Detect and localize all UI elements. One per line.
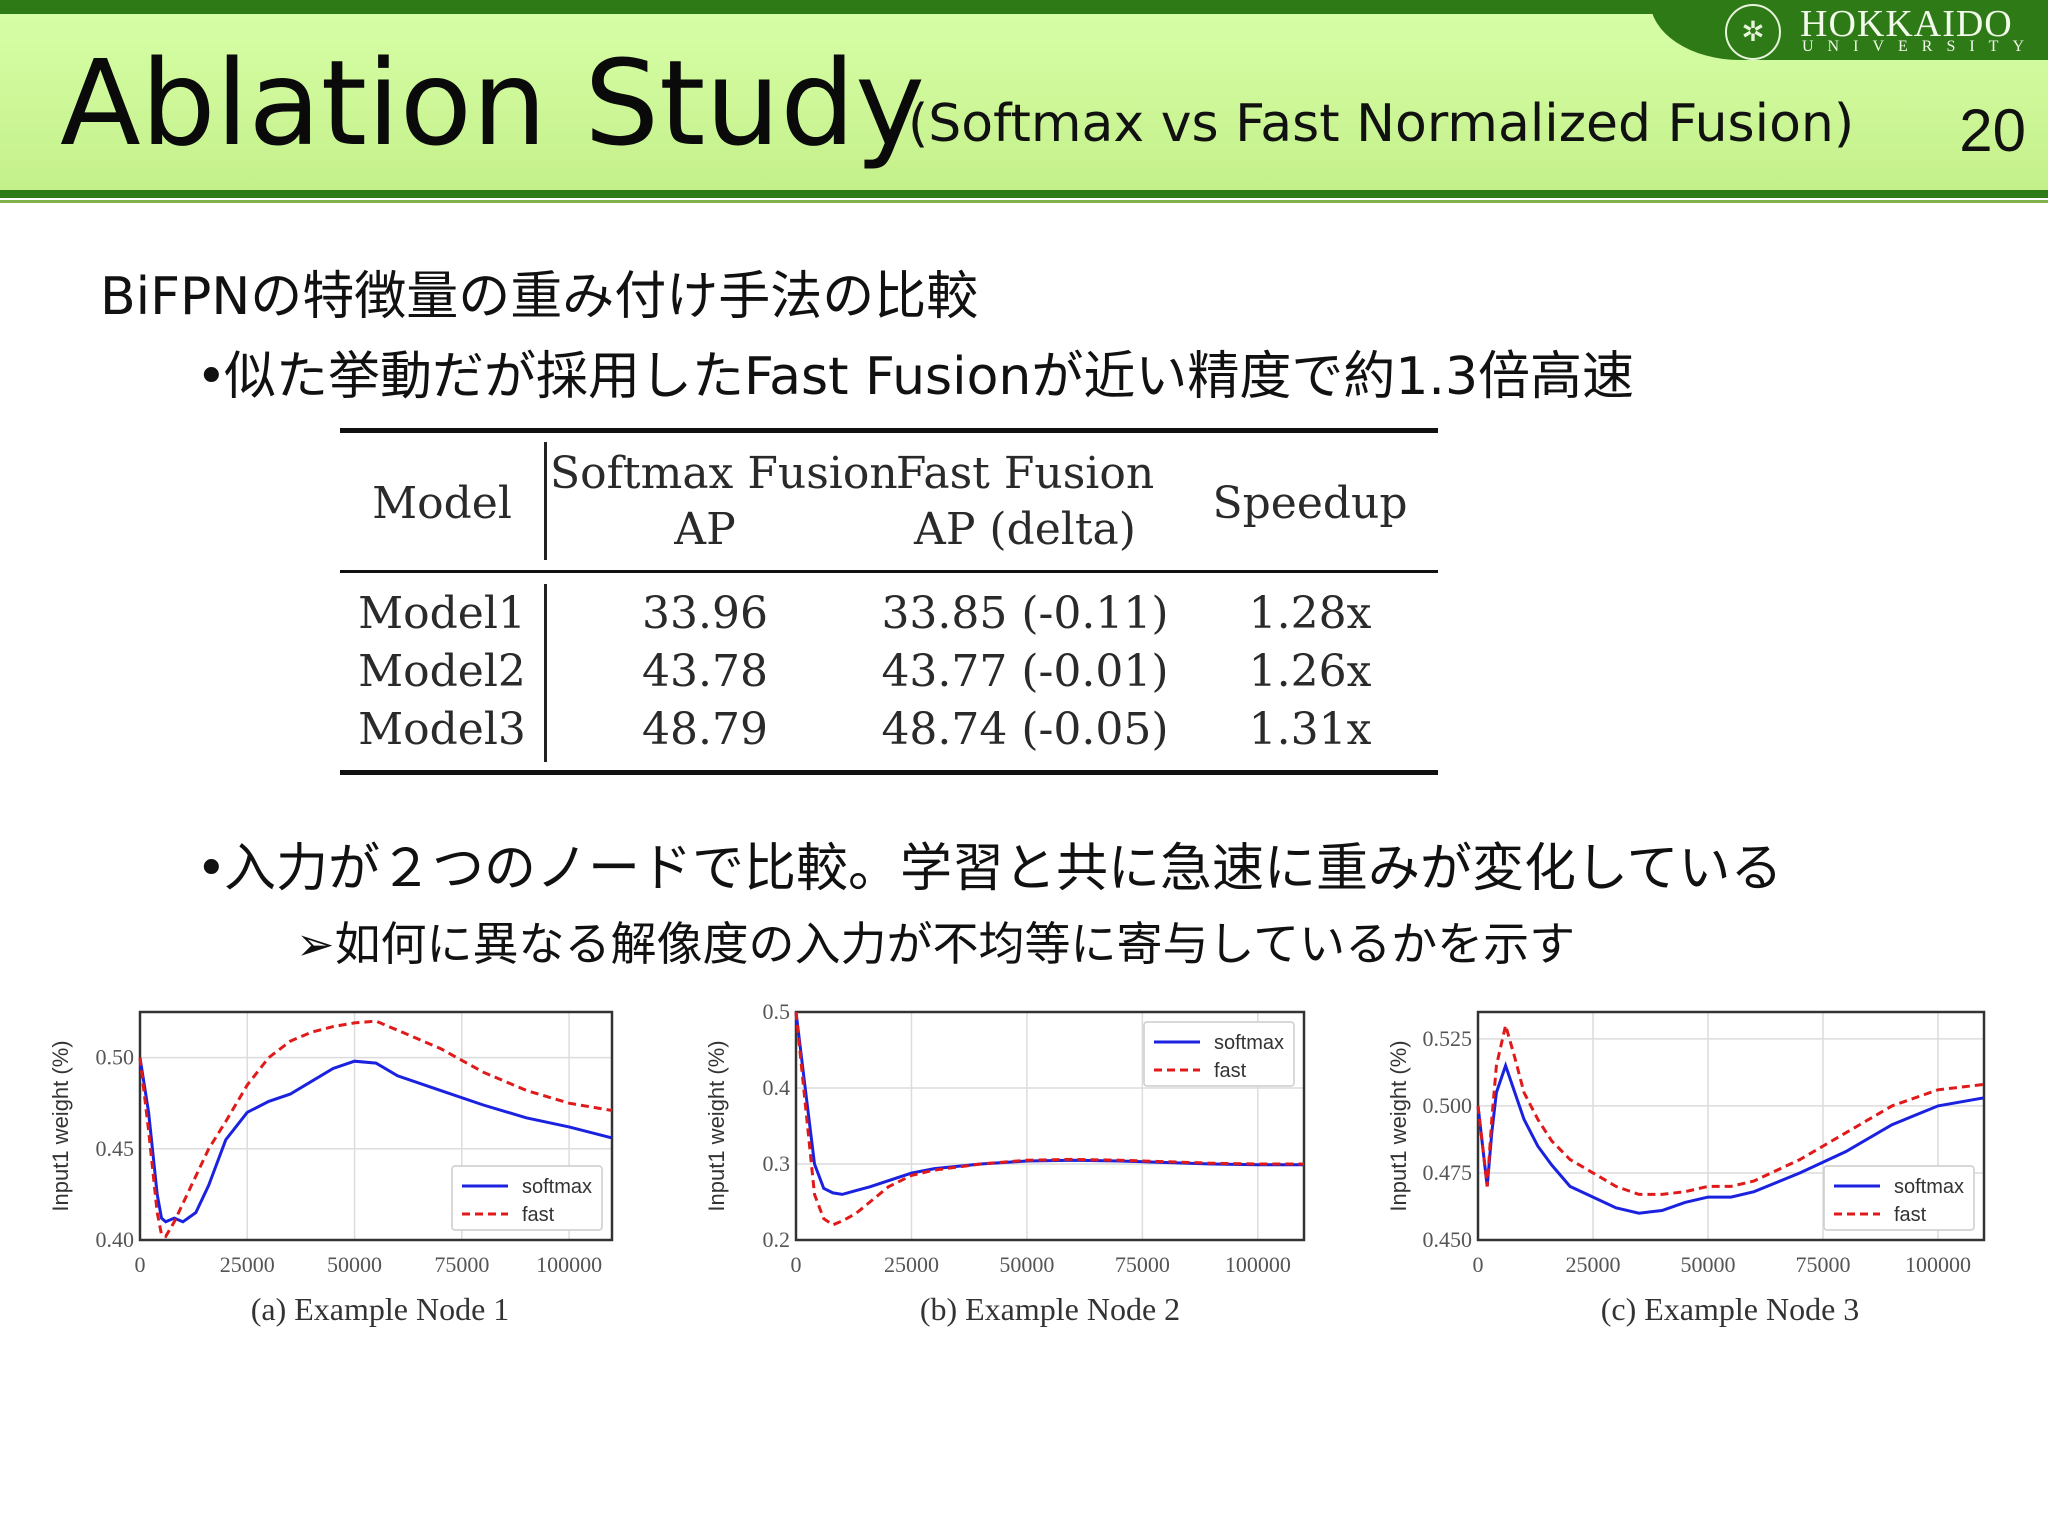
- x-tick-label: 50000: [327, 1252, 382, 1277]
- x-tick-label: 25000: [220, 1252, 275, 1277]
- university-emblem-icon: ✲: [1725, 4, 1781, 60]
- row2-softmax: 43.78: [642, 646, 768, 697]
- x-tick-label: 75000: [1796, 1252, 1851, 1277]
- legend-label: fast: [1214, 1060, 1247, 1082]
- ablation-table: Model Softmax Fusion AP Fast Fusion AP (…: [340, 428, 1438, 780]
- row2-speedup: 1.26x: [1248, 646, 1372, 697]
- y-tick-label: 0.500: [1423, 1093, 1473, 1118]
- x-tick-label: 25000: [884, 1252, 939, 1277]
- x-tick-label: 100000: [1225, 1252, 1291, 1277]
- series-line-softmax: [138, 1057, 613, 1224]
- y-tick-label: 0.5: [763, 999, 791, 1024]
- row3-speedup: 1.31x: [1248, 704, 1372, 755]
- header-top-stripe: [0, 0, 2048, 14]
- bullet-1-text: 似た挙動だが採用したFast Fusionが近い精度で約1.3倍高速: [224, 347, 1635, 407]
- sub-bullet: ➢如何に異なる解像度の入力が不均等に寄与しているかを示す: [296, 908, 1575, 974]
- table-top-rule: [340, 428, 1438, 433]
- series-line-softmax: [794, 1011, 1304, 1196]
- y-axis-label: Input1 weight (%): [48, 1040, 73, 1211]
- header-divider-light: [0, 200, 2048, 203]
- y-tick-label: 0.450: [1423, 1227, 1473, 1252]
- y-tick-label: 0.45: [96, 1136, 135, 1161]
- header-softmax-ap: AP: [674, 504, 736, 555]
- header-speedup: Speedup: [1212, 478, 1408, 529]
- x-tick-label: 50000: [999, 1252, 1054, 1277]
- legend-box: [1823, 1165, 1975, 1231]
- bullet-marker: •: [196, 839, 227, 899]
- series-line-fast: [1476, 1024, 1985, 1196]
- table-mid-rule: [340, 570, 1438, 573]
- row1-speedup: 1.28x: [1248, 588, 1372, 639]
- university-logo-name: HOKKAIDO: [1800, 3, 2013, 45]
- row1-model: Model1: [358, 588, 526, 639]
- x-tick-label: 0: [1473, 1252, 1484, 1277]
- row3-model: Model3: [358, 704, 526, 755]
- chart-caption: (c) Example Node 3: [1601, 1291, 1860, 1327]
- y-tick-label: 0.3: [763, 1151, 791, 1176]
- table-header-vrule: [544, 442, 547, 560]
- slide-title: Ablation Study: [60, 34, 925, 172]
- sub-bullet-text: 如何に異なる解像度の入力が不均等に寄与しているかを示す: [334, 917, 1576, 971]
- x-tick-label: 100000: [536, 1252, 602, 1277]
- bullet-2: •入力が２つのノードで比較。学習と共に急速に重みが変化している: [196, 826, 1782, 901]
- table-bottom-rule: [340, 770, 1438, 775]
- y-tick-label: 0.50: [96, 1045, 135, 1070]
- x-tick-label: 50000: [1681, 1252, 1736, 1277]
- header-fast-ap: AP (delta): [914, 504, 1136, 555]
- university-logo-tab: [1650, 0, 2048, 60]
- y-axis-label: Input1 weight (%): [1386, 1040, 1411, 1211]
- y-tick-label: 0.525: [1423, 1026, 1473, 1051]
- legend-label: softmax: [1894, 1176, 1964, 1198]
- slide-header: ✲ HOKKAIDO UNIVERSITY Ablation Study (So…: [0, 0, 2048, 210]
- legend-label: fast: [522, 1204, 555, 1226]
- series-line-fast: [138, 1019, 613, 1239]
- page-number: 20: [1959, 97, 2026, 164]
- plot-frame: [1476, 1010, 1986, 1242]
- y-tick-label: 0.40: [96, 1227, 135, 1252]
- chart-caption: (a) Example Node 1: [251, 1291, 510, 1327]
- y-axis-label: Input1 weight (%): [704, 1040, 729, 1211]
- university-logo-sub: UNIVERSITY: [1802, 38, 2038, 55]
- x-tick-label: 0: [135, 1252, 146, 1277]
- legend-box: [451, 1165, 603, 1231]
- x-tick-label: 75000: [434, 1252, 489, 1277]
- x-tick-label: 75000: [1115, 1252, 1170, 1277]
- row2-model: Model2: [358, 646, 526, 697]
- x-tick-label: 0: [791, 1252, 802, 1277]
- legend-label: softmax: [1214, 1032, 1284, 1054]
- legend-box: [1143, 1021, 1295, 1087]
- y-tick-label: 0.2: [763, 1227, 791, 1252]
- series-line-softmax: [1476, 1060, 1985, 1215]
- series-line-fast: [794, 1011, 1304, 1227]
- header-softmax: Softmax Fusion: [550, 448, 898, 499]
- chart-caption: (b) Example Node 2: [920, 1291, 1180, 1327]
- header-divider: [0, 190, 2048, 198]
- row3-fast: 48.74 (-0.05): [881, 704, 1169, 755]
- y-tick-label: 0.4: [763, 1075, 791, 1100]
- plot-frame: [138, 1010, 614, 1242]
- legend-label: fast: [1894, 1204, 1927, 1226]
- slide-subtitle: (Softmax vs Fast Normalized Fusion): [908, 94, 1855, 154]
- bullet-marker: •: [196, 347, 227, 407]
- row1-fast: 33.85 (-0.11): [881, 588, 1169, 639]
- x-tick-label: 100000: [1905, 1252, 1971, 1277]
- x-tick-label: 25000: [1566, 1252, 1621, 1277]
- bullet-1: •似た挙動だが採用したFast Fusionが近い精度で約1.3倍高速: [196, 334, 1634, 409]
- row3-softmax: 48.79: [642, 704, 768, 755]
- plot-frame: [794, 1010, 1306, 1242]
- header-fast: Fast Fusion: [895, 448, 1155, 499]
- row2-fast: 43.77 (-0.01): [881, 646, 1169, 697]
- sub-bullet-marker: ➢: [296, 917, 335, 971]
- y-tick-label: 0.475: [1423, 1160, 1473, 1185]
- section-heading: BiFPNの特徴量の重み付け手法の比較: [100, 267, 979, 327]
- legend-label: softmax: [522, 1176, 592, 1198]
- row1-softmax: 33.96: [642, 588, 768, 639]
- table-body-vrule: [544, 584, 547, 762]
- header-model: Model: [372, 478, 512, 529]
- bullet-2-text: 入力が２つのノードで比較。学習と共に急速に重みが変化している: [224, 839, 1783, 899]
